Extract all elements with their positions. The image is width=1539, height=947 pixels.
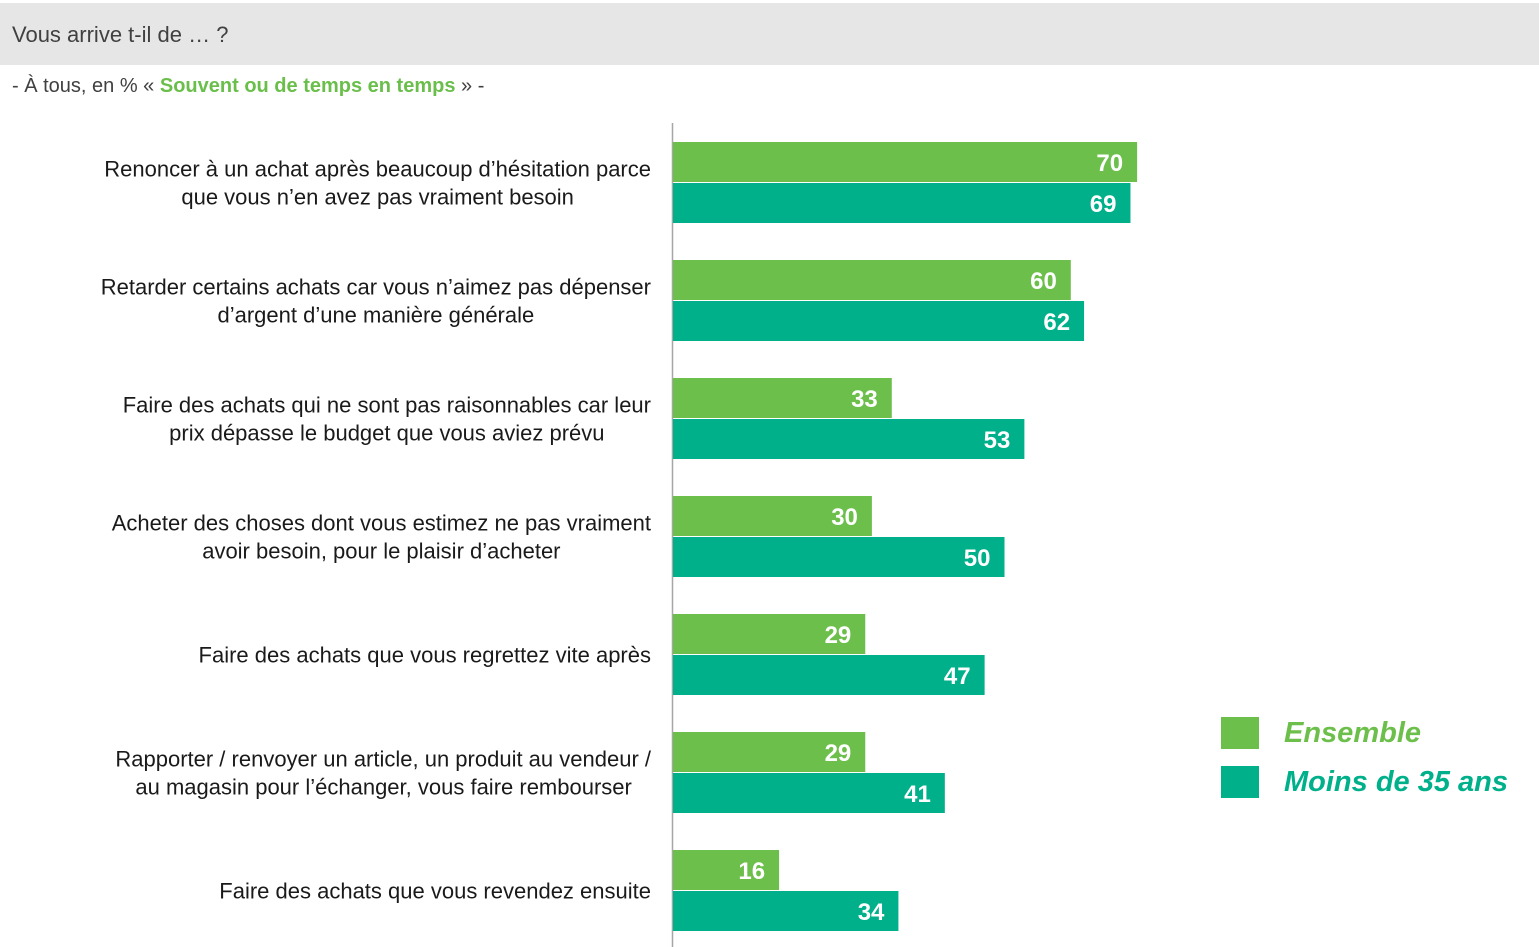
data-label: 47 (944, 663, 971, 690)
data-label: 30 (831, 504, 858, 531)
bar-moins35 (673, 183, 1131, 223)
category-label: Rapporter / renvoyer un article, un prod… (115, 747, 652, 772)
data-label: 29 (825, 622, 852, 649)
subtitle: - À tous, en % « Souvent ou de temps en … (12, 75, 484, 98)
legend-item-moins35: Moins de 35 ans (1221, 765, 1508, 799)
bar-moins35 (673, 655, 985, 695)
category-label: Retarder certains achats car vous n’aime… (101, 275, 651, 300)
legend-item-ensemble: Ensemble (1221, 716, 1421, 750)
bar-ensemble (673, 142, 1138, 182)
category-label: Acheter des choses dont vous estimez ne … (112, 511, 651, 536)
category-label: prix dépasse le budget que vous aviez pr… (169, 421, 604, 446)
category-label: d’argent d’une manière générale (217, 303, 534, 328)
data-label: 60 (1030, 268, 1057, 295)
data-label: 34 (858, 899, 885, 926)
data-label: 29 (825, 740, 852, 767)
legend-swatch-ensemble (1221, 717, 1259, 749)
bar-moins35 (673, 537, 1005, 577)
data-label: 50 (964, 545, 991, 572)
data-label: 16 (738, 858, 765, 885)
bar-moins35 (673, 773, 945, 813)
subtitle-highlight: Souvent ou de temps en temps (159, 75, 456, 97)
data-label: 69 (1090, 191, 1117, 218)
data-label: 70 (1096, 150, 1123, 177)
category-label: au magasin pour l’échanger, vous faire r… (135, 775, 632, 800)
bar-moins35 (673, 419, 1025, 459)
legend-swatch-moins35 (1221, 766, 1259, 798)
header-band (0, 3, 1539, 65)
category-label: que vous n’en avez pas vraiment besoin (181, 185, 574, 210)
category-label: avoir besoin, pour le plaisir d’acheter (202, 539, 560, 564)
bar-moins35 (673, 301, 1085, 341)
bar-ensemble (673, 496, 872, 536)
bar-ensemble (673, 260, 1071, 300)
legend-label-ensemble: Ensemble (1284, 716, 1421, 749)
subtitle-prefix: - À tous, en % « (12, 75, 160, 97)
bar-ensemble (673, 614, 866, 654)
category-label: Faire des achats que vous revendez ensui… (219, 879, 651, 904)
data-label: 62 (1043, 309, 1070, 336)
bar-ensemble (673, 732, 866, 772)
data-label: 41 (904, 781, 931, 808)
category-label: Renoncer à un achat après beaucoup d’hés… (104, 157, 651, 182)
category-label: Faire des achats qui ne sont pas raisonn… (123, 393, 651, 418)
data-label: 33 (851, 386, 878, 413)
bar-ensemble (673, 850, 780, 890)
data-label: 53 (984, 427, 1011, 454)
category-label: Faire des achats que vous regrettez vite… (199, 643, 651, 668)
subtitle-suffix: » - (455, 75, 485, 97)
bar-ensemble (673, 378, 892, 418)
page-title: Vous arrive t-il de … ? (12, 22, 229, 47)
legend-label-moins35: Moins de 35 ans (1284, 765, 1509, 798)
bar-moins35 (673, 891, 899, 931)
